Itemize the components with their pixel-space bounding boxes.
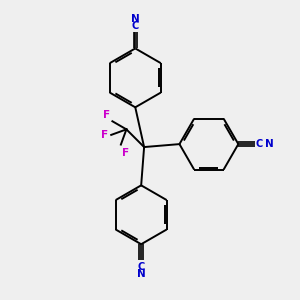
Text: F: F [122, 148, 130, 158]
Text: F: F [103, 110, 110, 120]
Text: C: C [137, 262, 145, 272]
Text: N: N [137, 269, 146, 279]
Text: F: F [101, 130, 108, 140]
Text: N: N [131, 14, 140, 24]
Text: C: C [255, 139, 263, 149]
Text: N: N [265, 139, 274, 149]
Text: C: C [132, 21, 139, 31]
